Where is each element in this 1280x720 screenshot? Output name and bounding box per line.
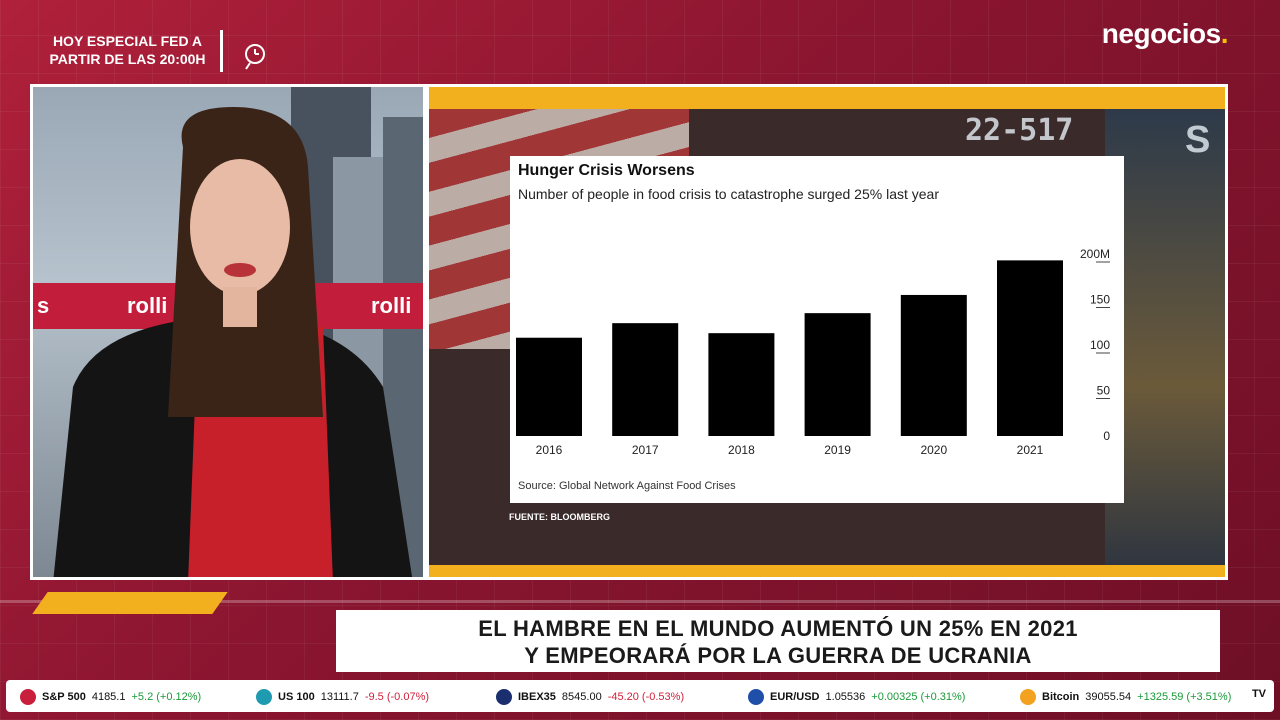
chart-title: Hunger Crisis Worsens	[518, 162, 695, 179]
source-caption: FUENTE: BLOOMBERG	[509, 512, 610, 522]
panel-bottom-bar	[429, 565, 1225, 577]
ticker-name: IBEX35	[518, 691, 556, 703]
promo-divider	[220, 30, 223, 72]
chart-card: Hunger Crisis Worsens Number of people i…	[510, 156, 1124, 503]
presenter-figure	[53, 107, 413, 577]
ticker-name: US 100	[278, 691, 315, 703]
ticker-item: S&P 500 4185.1 +5.2 (+0.12%)	[20, 689, 201, 705]
promo-text: HOY ESPECIAL FED A PARTIR DE LAS 20:00H	[49, 33, 206, 67]
background-ticker-letter: S	[1185, 119, 1211, 161]
chart-video-panel: 22-517 S Hunger Crisis Worsens Number of…	[426, 84, 1228, 580]
brand-logo: negocios.	[1101, 18, 1229, 50]
ticker-value: 4185.1	[91, 691, 126, 703]
ticker-value: 13111.7	[320, 691, 359, 703]
bar-2016	[516, 337, 582, 436]
ticker-change: -45.20 (-0.53%)	[607, 691, 685, 703]
headline-line-2: Y EMPEORARÁ POR LA GUERRA DE UCRANIA	[524, 643, 1032, 668]
bar-chart: 2016 2017 2018 2019 2020 2021 200M 150 100 50 0	[516, 247, 1111, 457]
y-tick-label: 150	[1090, 293, 1110, 307]
bar-2021	[997, 260, 1063, 436]
market-ticker: S&P 500 4185.1 +5.2 (+0.12%) US 100 1311…	[6, 680, 1274, 712]
x-tick-label: 2016	[536, 443, 563, 457]
brand-dot: .	[1220, 18, 1229, 49]
ticker-item: US 100 13111.7 -9.5 (-0.07%)	[256, 689, 429, 705]
bar-2017	[612, 323, 679, 436]
bar-2020	[900, 294, 967, 436]
chart-source: Source: Global Network Against Food Cris…	[518, 480, 736, 492]
ticker-change: +0.00325 (+0.31%)	[871, 691, 966, 703]
studio-text: rolli	[371, 293, 412, 318]
currency-icon	[748, 689, 764, 705]
ticker-value: 1.05536	[825, 691, 866, 703]
studio-text: rolli	[127, 293, 168, 318]
x-tick-label: 2018	[728, 443, 755, 457]
y-tick-label: 50	[1097, 384, 1111, 398]
tradingview-logo: TV	[1251, 688, 1266, 700]
ticker-name: EUR/USD	[770, 691, 820, 703]
ticker-item: IBEX35 8545.00 -45.20 (-0.53%)	[496, 689, 684, 705]
x-tick-label: 2020	[920, 443, 947, 457]
ticker-change: -9.5 (-0.07%)	[364, 691, 430, 703]
ticker-name: S&P 500	[42, 691, 86, 703]
presenter-video: s rolli rolli	[30, 84, 426, 580]
decor-line	[0, 600, 1280, 603]
decor-stripe	[32, 592, 228, 614]
brand-name: negocios	[1101, 18, 1221, 49]
ticker-name: Bitcoin	[1042, 691, 1080, 703]
ticker-change: +1325.59 (+3.51%)	[1137, 691, 1232, 703]
panel-top-bar	[429, 87, 1225, 109]
index-icon	[496, 689, 512, 705]
ticker-value: 8545.00	[561, 691, 602, 703]
chart-subtitle: Number of people in food crisis to catas…	[518, 186, 940, 202]
city-background	[1105, 109, 1225, 571]
index-icon	[256, 689, 272, 705]
studio-text: s	[37, 293, 50, 318]
ticker-item: Bitcoin 39055.54 +1325.59 (+3.51%)	[1020, 689, 1231, 705]
clock-icon	[245, 44, 265, 70]
headline-banner: EL HAMBRE EN EL MUNDO AUMENTÓ UN 25% EN …	[336, 610, 1220, 672]
x-tick-label: 2021	[1017, 443, 1044, 457]
ticker-value: 39055.54	[1085, 691, 1132, 703]
x-tick-label: 2017	[632, 443, 659, 457]
headline-line-1: EL HAMBRE EN EL MUNDO AUMENTÓ UN 25% EN …	[478, 616, 1078, 641]
ticker-item: EUR/USD 1.05536 +0.00325 (+0.31%)	[748, 689, 965, 705]
bitcoin-icon	[1020, 689, 1036, 705]
ticker-change: +5.2 (+0.12%)	[131, 691, 202, 703]
x-tick-label: 2019	[824, 443, 851, 457]
bar-2019	[804, 313, 871, 436]
index-icon	[20, 689, 36, 705]
bar-2018	[708, 333, 775, 436]
background-ticker-number: 22-517	[965, 113, 1074, 148]
y-tick-label: 100	[1090, 338, 1110, 352]
y-tick-label: 0	[1103, 429, 1110, 443]
y-tick-label: 200M	[1080, 247, 1110, 261]
